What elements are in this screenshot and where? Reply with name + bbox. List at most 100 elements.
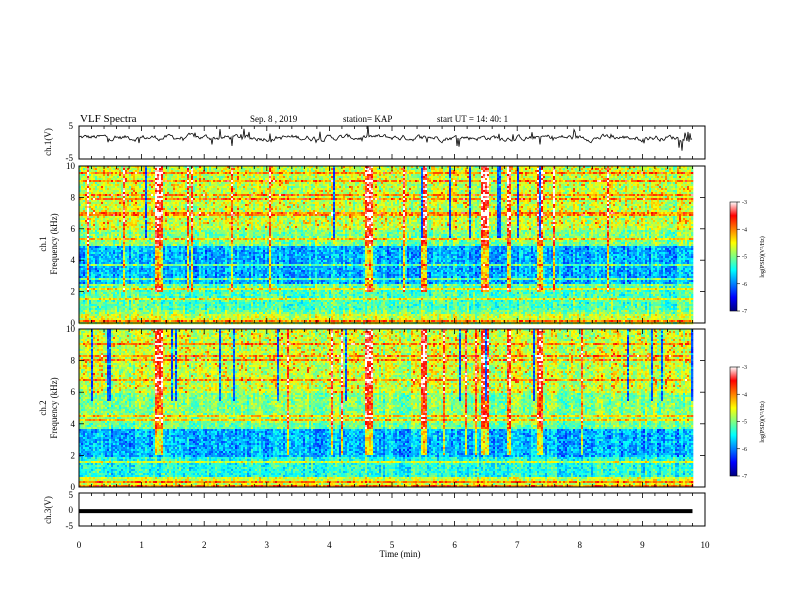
spectrogram-cell <box>95 226 97 228</box>
spectrogram-cell <box>119 308 121 310</box>
spectrogram-cell <box>121 284 123 286</box>
spectrogram-cell <box>109 302 111 304</box>
spectrogram-cell <box>123 270 125 272</box>
spectrogram-cell <box>89 190 91 192</box>
spectrogram-cell <box>83 184 85 186</box>
spectrogram-cell <box>117 186 119 188</box>
spectrogram-cell <box>91 182 93 184</box>
spectrogram-cell <box>125 178 127 180</box>
spectrogram-cell <box>91 184 93 186</box>
spectrogram-cell <box>123 174 125 176</box>
spectrogram-cell <box>93 266 95 268</box>
spectrogram-cell <box>99 226 101 228</box>
spectrogram-cell <box>81 216 83 218</box>
spectrogram-cell <box>125 286 127 288</box>
spectrogram-cell <box>93 184 95 186</box>
spectrogram-cell <box>109 254 111 256</box>
spectrogram-cell <box>83 220 85 222</box>
spectrogram-cell <box>113 172 115 174</box>
spectrogram-cell <box>113 266 115 268</box>
spectrogram-cell <box>113 282 115 284</box>
spectrogram-cell <box>105 298 107 300</box>
spectrogram-cell <box>89 258 91 260</box>
spectrogram-cell <box>85 174 87 176</box>
spectrogram-cell <box>83 300 85 302</box>
spectrogram-cell <box>103 218 105 220</box>
spectrogram-cell <box>99 176 101 178</box>
spectrogram-cell <box>91 310 93 312</box>
spectrogram-cell <box>103 304 105 306</box>
spectrogram-cell <box>109 314 111 316</box>
spectrogram-cell <box>93 238 95 240</box>
spectrogram-cell <box>107 312 109 314</box>
spectrogram-cell <box>107 254 109 256</box>
spectrogram-cell <box>115 282 117 284</box>
spectrogram-cell <box>111 272 113 274</box>
spectrogram-cell <box>101 302 103 304</box>
spectrogram-cell <box>85 210 87 212</box>
spectrogram-cell <box>97 308 99 310</box>
spectrogram-cell <box>85 304 87 306</box>
spectrogram-cell <box>119 194 121 196</box>
spectrogram-cell <box>113 202 115 204</box>
spectrogram-cell <box>109 228 111 230</box>
spectrogram-cell <box>85 308 87 310</box>
spectrogram-cell <box>95 214 97 216</box>
spectrogram-cell <box>115 304 117 306</box>
spectrogram-cell <box>109 296 111 298</box>
spectrogram-cell <box>101 270 103 272</box>
spectrogram-cell <box>101 184 103 186</box>
spectrogram-cell <box>91 276 93 278</box>
spectrogram-cell <box>115 290 117 292</box>
spectrogram-cell <box>113 200 115 202</box>
spectrogram-cell <box>115 300 117 302</box>
spectrogram-cell <box>113 178 115 180</box>
spectrogram-cell <box>85 190 87 192</box>
spectrogram-cell <box>81 170 83 172</box>
spectrogram-cell <box>125 242 127 244</box>
spectrogram-cell <box>101 236 103 238</box>
spectrogram-cell <box>87 262 89 264</box>
spectrogram-cell <box>95 262 97 264</box>
spectrogram-cell <box>107 216 109 218</box>
spectrogram-cell <box>85 282 87 284</box>
spectrogram-cell <box>93 306 95 308</box>
spectrogram-cell <box>107 176 109 178</box>
spectrogram-cell <box>125 250 127 252</box>
spectrogram-cell <box>99 296 101 298</box>
spectrogram-cell <box>93 236 95 238</box>
spectrogram-cell <box>117 224 119 226</box>
spectrogram-cell <box>113 296 115 298</box>
spectrogram-cell <box>119 268 121 270</box>
spectrogram-cell <box>87 318 89 320</box>
spectrogram-cell <box>107 222 109 224</box>
spectrogram-cell <box>125 292 127 294</box>
spectrogram-cell <box>89 290 91 292</box>
spectrogram-cell <box>123 170 125 172</box>
spectrogram-cell <box>95 296 97 298</box>
spectrogram-cell <box>99 168 101 170</box>
spectrogram-cell <box>121 302 123 304</box>
spectrogram-cell <box>119 278 121 280</box>
spectrogram-cell <box>99 210 101 212</box>
spectrogram-cell <box>83 200 85 202</box>
spectrogram-cell <box>105 232 107 234</box>
spectrogram-cell <box>85 288 87 290</box>
spectrogram-cell <box>113 222 115 224</box>
spectrogram-cell <box>85 176 87 178</box>
spectrogram-cell <box>103 172 105 174</box>
spectrogram-cell <box>97 240 99 242</box>
spectrogram-cell <box>113 284 115 286</box>
spectrogram-cell <box>103 294 105 296</box>
spectrogram-cell <box>93 202 95 204</box>
spectrogram-cell <box>83 242 85 244</box>
spectrogram-cell <box>105 174 107 176</box>
spectrogram-cell <box>97 312 99 314</box>
spectrogram-cell <box>101 312 103 314</box>
spectrogram-cell <box>93 222 95 224</box>
spectrogram-cell <box>91 190 93 192</box>
spectrogram-cell <box>81 246 83 248</box>
spectrogram-cell <box>111 226 113 228</box>
figure-title: VLF Spectra <box>80 113 137 125</box>
spectrogram-cell <box>103 272 105 274</box>
